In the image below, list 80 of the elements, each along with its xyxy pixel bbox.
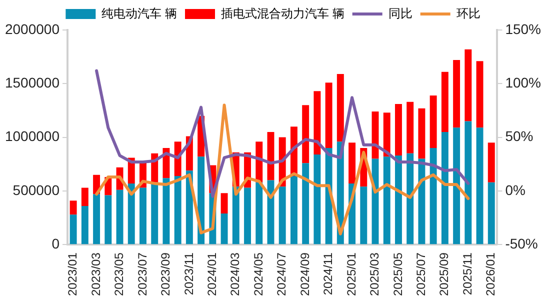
bar (394, 156, 402, 244)
bar (151, 182, 158, 244)
x-tick-label: 2025/09 (437, 252, 452, 296)
bar (104, 195, 112, 244)
legend-label: 同比 (388, 6, 412, 20)
bar (128, 183, 135, 244)
x-tick-label: 2024/01 (204, 252, 219, 296)
bar (464, 121, 472, 244)
x-tick-label: 2025/05 (390, 252, 405, 296)
x-tick-label: 2025/01 (344, 252, 358, 296)
x-tick-label: 2023/01 (66, 252, 80, 296)
x-tick-label: 2024/03 (228, 252, 242, 296)
bar (302, 105, 310, 164)
x-tick-label: 2023/09 (158, 252, 173, 296)
y2-tick-label: 150% (505, 20, 542, 37)
y2-tick-label: 0% (505, 182, 526, 198)
bar (418, 108, 426, 159)
x-tick-label: 2024/09 (298, 252, 312, 296)
bar (406, 102, 414, 154)
bar (302, 163, 310, 244)
bar (453, 60, 460, 128)
bar (116, 190, 124, 244)
x-tick-label: 2025/03 (368, 252, 382, 296)
x-tick-label: 2024/05 (251, 252, 266, 296)
bar (81, 188, 88, 206)
bar (383, 156, 390, 244)
y2-tick-label: 50% (505, 128, 534, 144)
bar (290, 176, 298, 244)
y-tick-label: 0 (52, 235, 60, 252)
y-tick-label: 2000000 (4, 20, 60, 37)
y2-tick-label: 100% (505, 74, 542, 91)
bar (488, 142, 495, 182)
x-tick-label: 2023/11 (182, 252, 196, 296)
bar (453, 128, 460, 244)
y-tick-label: 1000000 (4, 128, 60, 144)
bar (441, 72, 448, 132)
bar (93, 194, 100, 244)
bar (220, 193, 228, 214)
bar (314, 154, 321, 244)
x-tick-label: 2025/07 (414, 252, 428, 296)
legend-label: 纯电动汽车 辆 (102, 6, 178, 20)
bar (406, 153, 414, 244)
x-tick-label: 2026/01 (484, 252, 498, 296)
x-tick-label: 2024/11 (321, 252, 336, 296)
bar (383, 112, 390, 157)
legend-label: 环比 (456, 6, 480, 20)
bar (348, 142, 356, 184)
bar (441, 132, 448, 244)
bar (70, 200, 77, 215)
bar (174, 176, 182, 244)
bar (256, 182, 263, 244)
bar (394, 104, 402, 156)
bar (244, 188, 251, 244)
bar (232, 186, 240, 244)
bar (325, 82, 332, 148)
x-tick-label: 2023/07 (135, 252, 150, 296)
bar (220, 214, 228, 244)
bar (476, 128, 484, 244)
bar (476, 61, 484, 128)
bar (430, 95, 437, 148)
x-tick-label: 2024/07 (274, 252, 289, 296)
y2-tick-label: -50% (505, 235, 538, 252)
x-tick-label: 2023/05 (112, 252, 126, 296)
bar (464, 49, 472, 122)
bar (336, 74, 344, 142)
bar (314, 91, 321, 154)
x-tick-label: 2025/11 (460, 252, 474, 296)
bar (278, 186, 286, 244)
bar (70, 214, 77, 244)
legend-label: 插电式混合动力汽车 辆 (221, 6, 344, 20)
bar (488, 182, 495, 244)
bar (418, 158, 426, 244)
x-tick-label: 2023/03 (88, 252, 103, 296)
bar (360, 186, 368, 244)
bar (140, 188, 146, 244)
bar (162, 178, 170, 244)
y-tick-label: 1500000 (4, 74, 60, 91)
bar (81, 206, 88, 244)
y-tick-label: 500000 (12, 182, 60, 198)
bar (430, 148, 437, 244)
